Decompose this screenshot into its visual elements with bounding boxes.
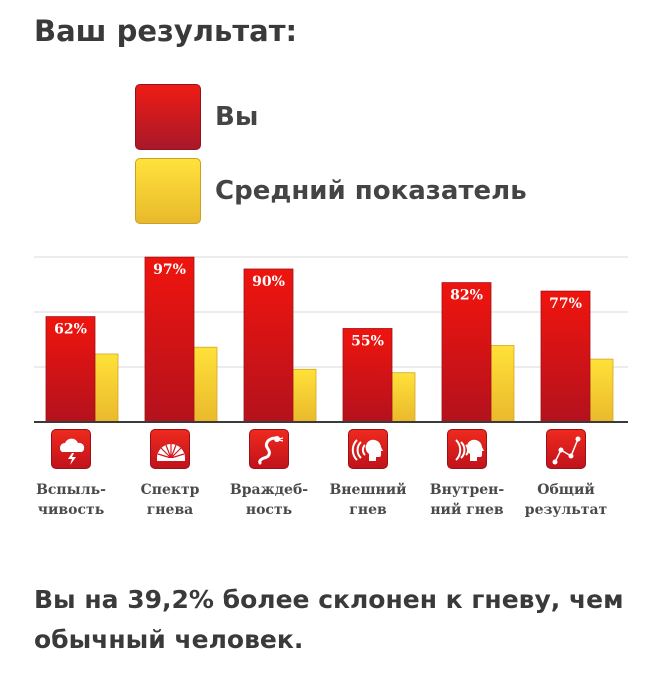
bar-you-1 bbox=[45, 316, 96, 423]
legend-item-you: Вы bbox=[135, 84, 258, 150]
connected-dots-icon bbox=[546, 429, 586, 469]
category-label-line: Внутрен- bbox=[429, 482, 505, 498]
category-label-line: Вспыль- bbox=[36, 482, 106, 498]
category-label-line: Внешний bbox=[329, 482, 407, 498]
legend-swatch-average bbox=[135, 158, 201, 224]
category-label-line: ний гнев bbox=[430, 502, 504, 518]
legend-label-you: Вы bbox=[215, 102, 259, 132]
category-label-line: гнева bbox=[146, 502, 194, 518]
bar-value-label-3: 90% bbox=[252, 274, 285, 290]
bar-average-3 bbox=[291, 368, 317, 423]
category-label-line: ность bbox=[245, 502, 293, 518]
bar-average-4 bbox=[390, 372, 416, 423]
category-label-5: Внутрен- ний гнев bbox=[419, 480, 515, 520]
category-label-3: Враждеб- ность bbox=[221, 480, 317, 520]
category-label-6: Общий результат bbox=[518, 480, 614, 520]
bar-value-label-6: 77% bbox=[549, 296, 582, 312]
bar-value-label-1: 62% bbox=[54, 322, 87, 338]
bar-average-5 bbox=[489, 345, 515, 423]
category-label-line: чивость bbox=[37, 502, 105, 518]
category-label-line: Спектр bbox=[140, 482, 200, 498]
legend-swatch-you bbox=[135, 84, 201, 150]
spectrum-fan-icon bbox=[150, 429, 190, 469]
category-label-4: Внешний гнев bbox=[320, 480, 416, 520]
legend-label-average: Средний показатель bbox=[215, 176, 527, 206]
bar-value-label-4: 55% bbox=[351, 334, 384, 350]
bar-chart: 62% 97% 90% 55% 82% 77% bbox=[34, 256, 628, 423]
category-label-line: результат bbox=[524, 502, 608, 518]
bar-you-3 bbox=[243, 268, 294, 423]
bar-average-1 bbox=[93, 353, 119, 423]
result-summary: Вы на 39,2% более склонен к гневу, чем о… bbox=[34, 585, 624, 654]
bar-average-6 bbox=[588, 358, 614, 423]
bar-value-label-5: 82% bbox=[450, 288, 483, 304]
category-label-line: Общий bbox=[537, 482, 595, 498]
bar-you-4 bbox=[342, 328, 393, 423]
category-label-1: Вспыль- чивость bbox=[23, 480, 119, 520]
category-label-line: гнев bbox=[349, 502, 387, 518]
bar-value-label-2: 97% bbox=[153, 262, 186, 278]
category-label-line: Враждеб- bbox=[229, 482, 309, 498]
page-title: Ваш результат: bbox=[34, 14, 298, 48]
category-label-2: Спектр гнева bbox=[122, 480, 218, 520]
lightning-cloud-icon bbox=[51, 429, 91, 469]
inward-shout-icon bbox=[447, 429, 487, 469]
serpent-icon bbox=[249, 429, 289, 469]
legend-item-average: Средний показатель bbox=[135, 158, 527, 224]
bar-you-2 bbox=[144, 256, 195, 423]
bar-average-2 bbox=[192, 346, 218, 423]
outward-shout-icon bbox=[348, 429, 388, 469]
